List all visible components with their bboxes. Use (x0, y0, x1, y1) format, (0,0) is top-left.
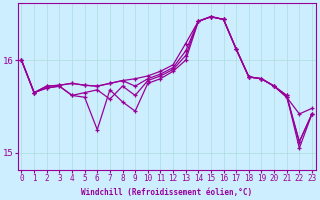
X-axis label: Windchill (Refroidissement éolien,°C): Windchill (Refroidissement éolien,°C) (81, 188, 252, 197)
